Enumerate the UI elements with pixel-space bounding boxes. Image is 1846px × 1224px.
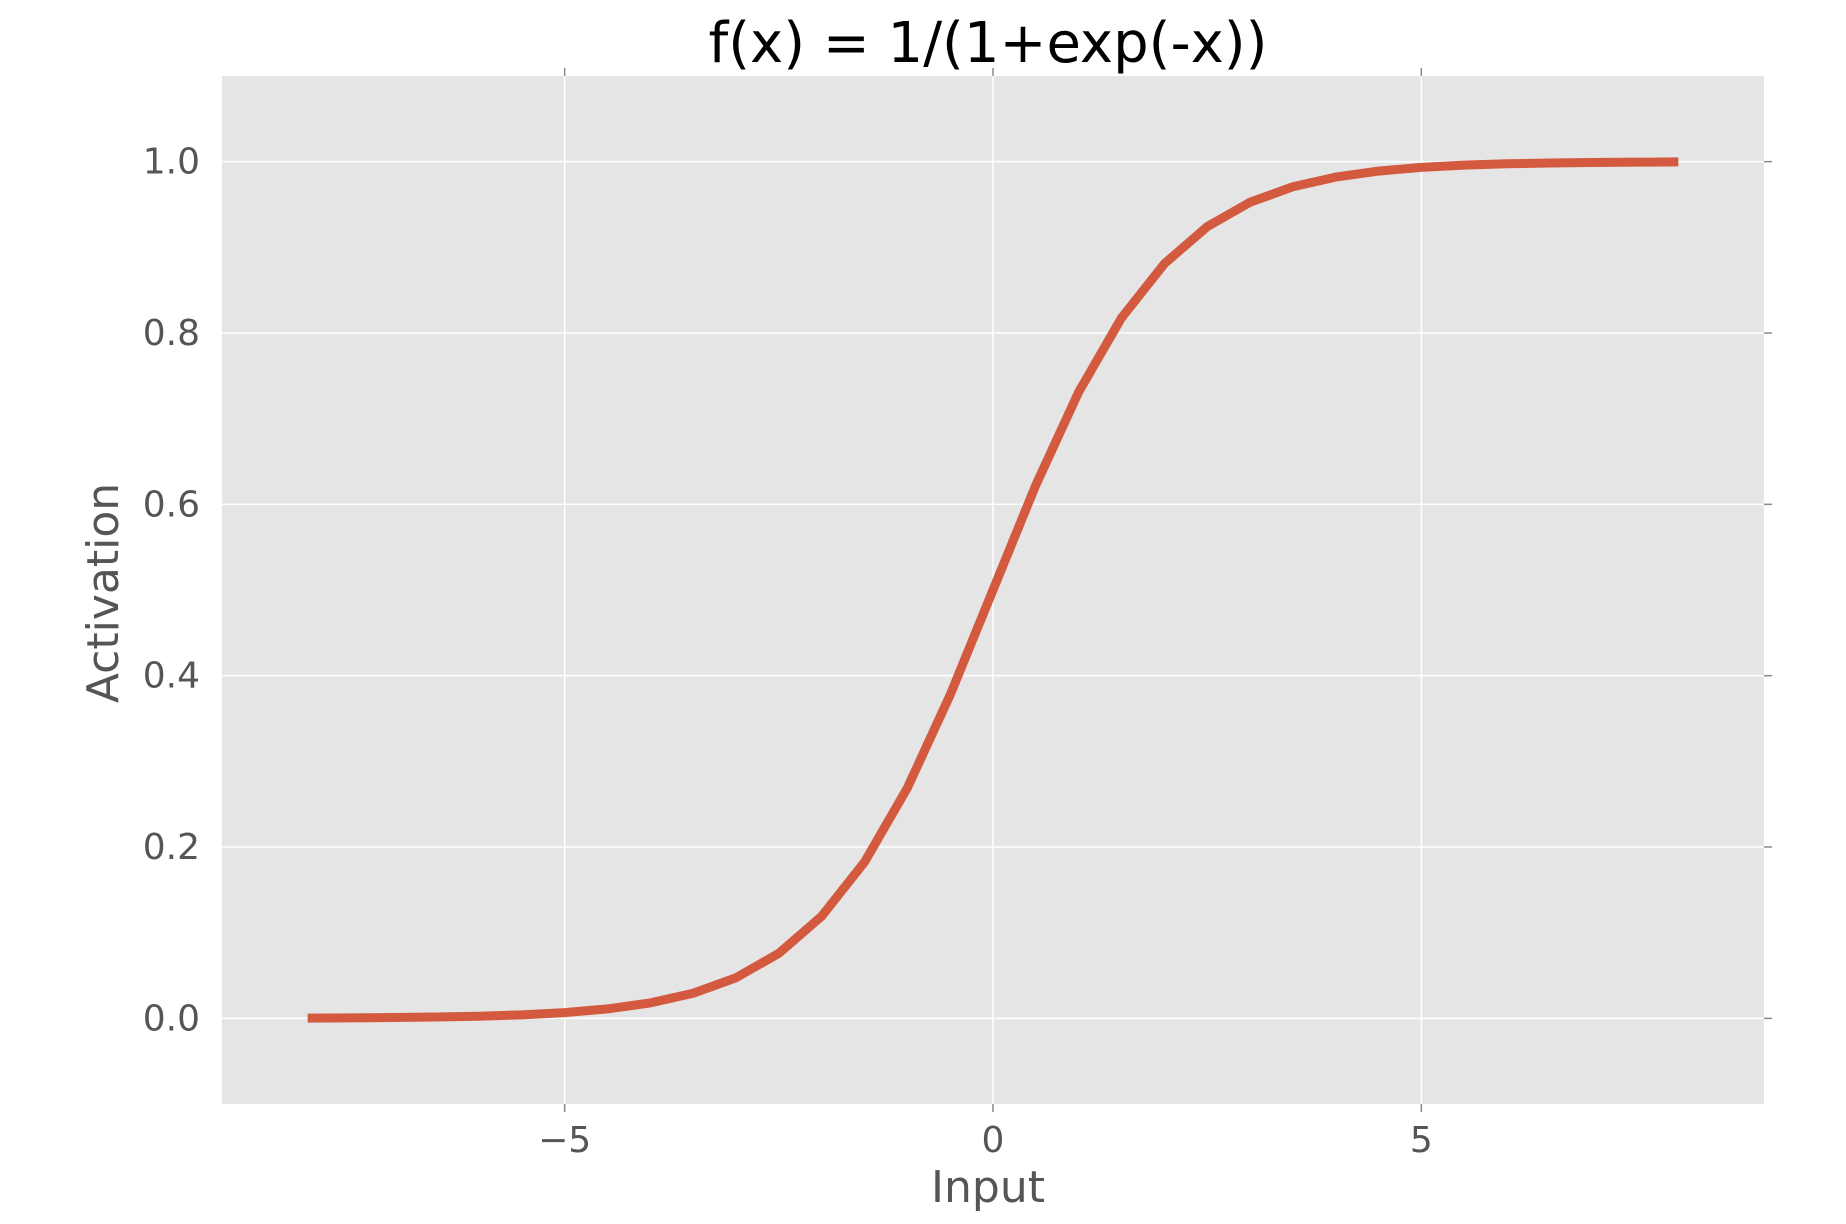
y-tick-label: 0.2 [143,827,200,868]
y-tick-label: 0.8 [143,313,200,354]
x-tick-label: 0 [982,1120,1005,1161]
y-tick-label: 1.0 [143,142,200,183]
x-tick-label: −5 [538,1120,591,1161]
x-axis-label: Input [931,1162,1045,1213]
y-tick-label: 0.0 [143,998,200,1039]
tick-marks [563,68,1772,1112]
y-tick-label: 0.6 [143,484,200,525]
series-layer [307,157,1679,1023]
chart-title: f(x) = 1/(1+exp(-x)) [708,11,1267,76]
y-tick-label: 0.4 [143,656,200,697]
x-tick-label: 5 [1410,1120,1433,1161]
x-tick-labels: −5 0 5 [538,1120,1433,1161]
y-axis-label: Activation [78,483,129,703]
y-tick-labels: 0.0 0.2 0.4 0.6 0.8 1.0 [143,142,200,1040]
sigmoid-curve [307,157,1679,1023]
